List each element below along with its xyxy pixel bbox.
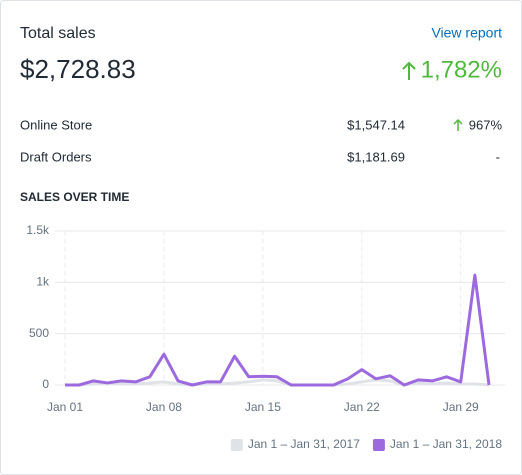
total-value: $2,728.83 [20, 54, 136, 84]
row-change: 967% [469, 117, 503, 132]
row-label: Draft Orders [20, 149, 92, 164]
row-amount: $1,181.69 [347, 149, 405, 164]
total-change: 1,782% [421, 56, 502, 83]
legend-label: Jan 1 – Jan 31, 2018 [390, 437, 502, 451]
row-change: - [496, 149, 500, 164]
legend-swatch [230, 439, 243, 451]
legend-swatch [372, 439, 385, 451]
chart-title: SALES OVER TIME [20, 190, 129, 204]
up-arrow-icon [453, 118, 463, 131]
row-amount: $1,547.14 [347, 117, 405, 132]
series-line [65, 378, 490, 387]
legend-label: Jan 1 – Jan 31, 2017 [248, 437, 360, 451]
x-tick-label: Jan 01 [47, 400, 83, 414]
view-report-link[interactable]: View report [431, 25, 502, 41]
x-tick-label: Jan 15 [245, 400, 281, 414]
y-tick-label: 500 [29, 326, 49, 340]
y-tick-label: 1.5k [26, 223, 50, 237]
x-tick-label: Jan 22 [344, 400, 380, 414]
y-tick-label: 0 [42, 377, 49, 391]
up-arrow-icon [402, 61, 416, 80]
x-tick-label: Jan 08 [146, 400, 182, 414]
x-tick-label: Jan 29 [443, 400, 479, 414]
card-title: Total sales [20, 25, 96, 42]
series-line [65, 273, 491, 387]
y-tick-label: 1k [36, 275, 50, 289]
row-label: Online Store [20, 117, 92, 132]
